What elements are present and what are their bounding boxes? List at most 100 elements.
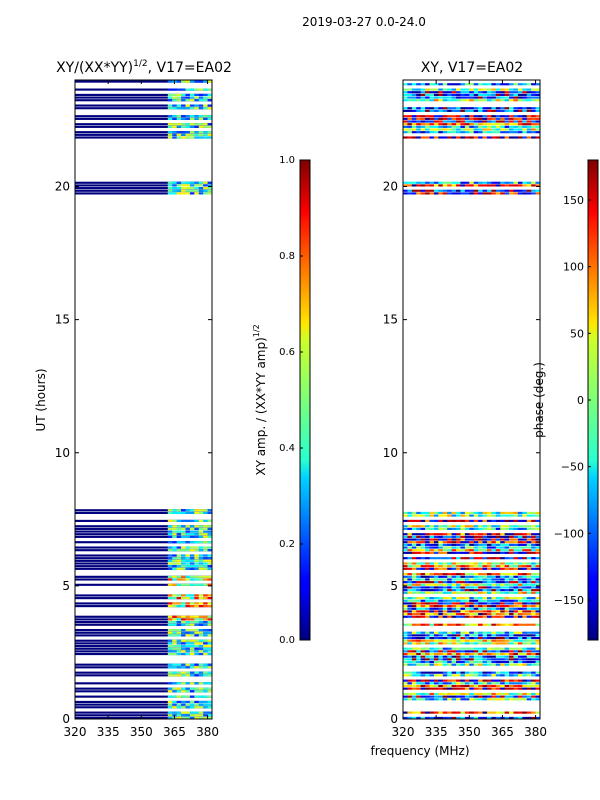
heatmap-cell [433,586,439,589]
heatmap-cell [176,562,182,565]
heatmap-cell [411,567,417,570]
heatmap-cell [411,599,417,602]
heatmap-cell [203,695,208,698]
heatmap-cell [495,652,501,656]
heatmap-cell [185,666,191,669]
heatmap-cell [407,679,413,682]
heatmap-cell [495,125,501,128]
heatmap-cell [75,700,212,704]
heatmap-row [75,575,213,578]
heatmap-cell [198,541,204,544]
heatmap-cell [442,533,448,536]
heatmap-cell [411,650,417,653]
heatmap-cell [447,181,452,184]
x-axis-label: frequency (MHz) [370,744,469,758]
heatmap-cell [189,80,195,83]
heatmap-cell [403,615,408,618]
heatmap-cell [517,613,523,616]
heatmap-cell [482,716,488,719]
heatmap-cell [478,581,483,584]
heatmap-cell [407,663,413,666]
heatmap-cell [504,589,510,592]
heatmap-cell [433,99,439,102]
heatmap-cell [456,639,461,642]
heatmap-cell [456,655,461,658]
heatmap-cell [464,123,470,126]
heatmap-cell [517,184,523,187]
heatmap-row [75,634,213,637]
heatmap-cell [522,541,528,544]
heatmap-cell [438,562,444,565]
heatmap-cell [75,615,212,618]
heatmap-cell [189,652,195,656]
heatmap-cell [407,136,413,139]
heatmap-cell [482,610,488,613]
heatmap-cell [535,647,541,650]
heatmap-cell [411,583,417,586]
heatmap-cell [535,634,541,637]
heatmap-cell [433,535,439,538]
heatmap-cell [478,591,483,594]
heatmap-cell [75,682,212,685]
heatmap-cell [185,716,191,719]
heatmap-cell [522,636,528,640]
heatmap-cell [411,607,417,610]
heatmap-cell [531,687,536,690]
heatmap-cell [416,716,421,719]
heatmap-cell [429,591,435,594]
heatmap-cell [473,546,479,549]
heatmap-cell [478,549,483,552]
heatmap-cell [500,181,505,184]
heatmap-cell [486,636,492,640]
heatmap-cell [442,562,448,565]
heatmap-cell [535,698,541,701]
heatmap-cell [198,618,204,621]
heatmap-cell [176,671,182,674]
heatmap-cell [482,573,488,576]
heatmap-cell [425,565,430,568]
heatmap-cell [482,91,488,94]
heatmap-cell [447,711,452,714]
heatmap-cell [460,88,466,91]
heatmap-cell [500,533,505,536]
heatmap-row [403,115,541,118]
heatmap-cell [504,658,510,661]
heatmap-cell [438,88,444,91]
heatmap-cell [203,549,208,552]
heatmap-cell [509,647,514,650]
heatmap-cell [429,184,435,187]
heatmap-cell [198,623,204,626]
heatmap-cell [75,567,212,570]
heatmap-cell [473,711,479,714]
heatmap-cell [411,589,417,592]
heatmap-cell [181,575,186,578]
heatmap-cell [473,93,479,96]
heatmap-cell [425,123,430,126]
heatmap-cell [473,605,479,608]
heatmap-cell [407,120,413,123]
heatmap-cell [504,128,510,131]
heatmap-cell [473,658,479,661]
heatmap-cell [420,189,426,192]
heatmap-cell [478,91,483,94]
heatmap-cell [522,660,528,664]
heatmap-cell [526,602,532,605]
heatmap-cell [167,644,173,648]
heatmap-cell [207,96,213,99]
heatmap-cell [416,698,421,701]
heatmap-cell [513,91,519,94]
heatmap-cell [504,549,510,552]
heatmap-cell [526,551,532,554]
heatmap-cell [482,679,488,682]
heatmap-cell [411,575,417,578]
heatmap-cell [407,716,413,719]
heatmap-cell [531,599,536,602]
heatmap-cell [75,621,212,624]
heatmap-cell [504,565,510,568]
heatmap-cell [526,567,532,570]
heatmap-cell [517,541,523,544]
heatmap-cell [509,551,514,554]
heatmap-cell [198,700,204,704]
heatmap-cell [491,514,497,517]
heatmap-cell [482,575,488,578]
